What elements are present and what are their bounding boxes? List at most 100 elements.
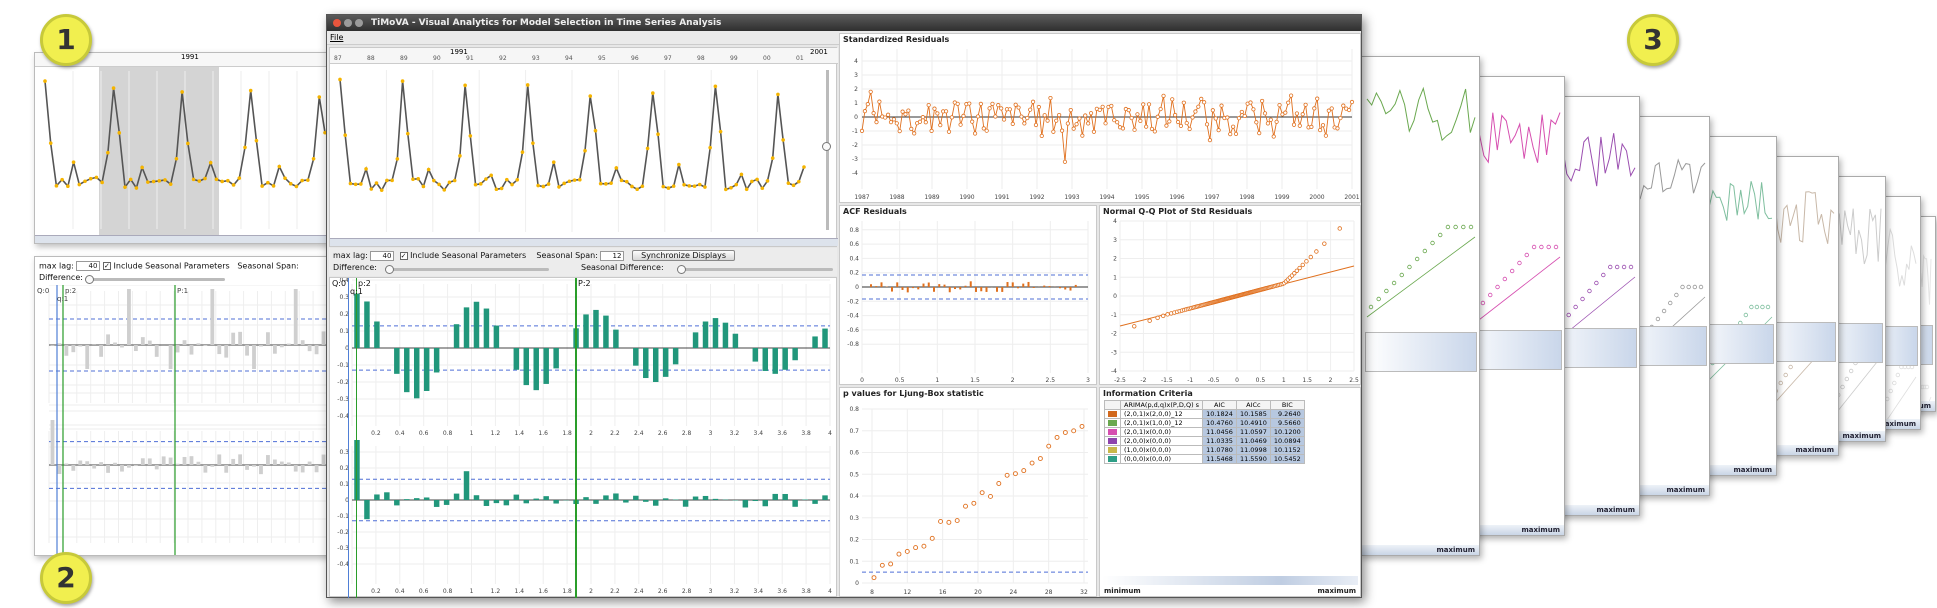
left-panel-scrollbar[interactable] (35, 235, 333, 243)
bar-33 (272, 459, 277, 465)
table-row[interactable]: (2,0,1)x(0,0,0) 11.0456 11.0597 10.1200 (1104, 427, 1305, 437)
residual-point (1225, 115, 1230, 120)
badge-1: 1 (40, 14, 92, 66)
residual-point (862, 109, 867, 114)
bar-42 (762, 348, 769, 371)
close-icon[interactable] (333, 19, 341, 27)
series-point (578, 177, 582, 182)
table-row[interactable]: (1,0,0)x(0,0,0) 11.0780 11.0998 10.1152 (1104, 445, 1305, 455)
maximize-icon[interactable] (355, 19, 363, 27)
synchronize-displays-button[interactable]: Synchronize Displays (632, 250, 736, 261)
seasonal-span-spinner[interactable]: 12 (600, 250, 625, 261)
y-tick-label: 0.2 (849, 270, 859, 277)
difference-slider[interactable] (385, 265, 549, 274)
y-tick-label: -1 (852, 128, 858, 135)
residual-point (967, 101, 972, 106)
x-tick-label: 2.5 (1349, 377, 1359, 384)
stacked-qq-point (1587, 288, 1592, 294)
ljung-box-point (1004, 472, 1010, 478)
table-row[interactable]: (2,0,1)x(1,0,0)_12 10.4760 10.4910 9.5660 (1104, 418, 1305, 428)
stacked-qq-point (1480, 300, 1486, 306)
qq-point (1165, 312, 1170, 317)
model-color-swatch (1104, 409, 1121, 419)
y-tick-label: -0.8 (847, 341, 859, 348)
x-tick-label: 1.4 (515, 588, 525, 595)
selection-line-P[interactable] (575, 278, 577, 598)
bar-17 (161, 456, 166, 465)
stacked-qq-point (1453, 224, 1458, 230)
residual-point (970, 119, 975, 124)
badge-3: 3 (1627, 14, 1679, 66)
series-point (692, 184, 697, 188)
series-point (640, 184, 645, 189)
residual-point (981, 126, 986, 131)
model-color-swatch (1104, 427, 1121, 437)
series-point (197, 179, 202, 183)
bar-39 (314, 465, 319, 473)
menu-file[interactable]: File (330, 33, 344, 42)
x-tick-label: 2.5 (1046, 377, 1056, 384)
bar-34 (279, 461, 284, 465)
x-tick-label: 2 (1329, 377, 1333, 384)
residual-point (1103, 121, 1108, 126)
x-tick-label: 2.4 (634, 430, 644, 437)
cell-aic: 11.0780 (1202, 445, 1237, 455)
timeseries-scrollbar[interactable] (330, 238, 838, 246)
stacked-model-view-1[interactable]: maximum (1360, 56, 1480, 556)
vertical-zoom-slider[interactable] (822, 70, 831, 230)
series-point (645, 146, 650, 151)
minimize-icon[interactable] (344, 19, 352, 27)
series-point (478, 182, 483, 186)
y-tick-label: 0.2 (339, 465, 349, 472)
residual-point (923, 120, 928, 125)
left-marker: p:2 (65, 287, 76, 295)
stacked-qq-point (1749, 304, 1754, 310)
series-point (744, 187, 749, 192)
x-tick-label: 3.4 (754, 588, 764, 595)
table-row[interactable]: (2,0,0)x(0,0,0) 11.0335 11.0469 10.0894 (1104, 436, 1305, 446)
series-point (708, 145, 712, 150)
residual-point (1028, 107, 1033, 112)
selection-line-q[interactable] (348, 278, 349, 598)
bar-36 (702, 321, 709, 348)
x-tick-label: 16 (939, 589, 947, 596)
qq-point (1155, 315, 1160, 321)
year-label-1991: 1991 (450, 48, 468, 56)
residual-point (1071, 126, 1076, 131)
series-point (557, 185, 561, 189)
table-row[interactable]: (2,0,1)x(2,0,0)_12 10.1824 10.1585 9.2640 (1104, 409, 1305, 419)
x-tick-label: 0.2 (371, 430, 381, 437)
series-point (226, 178, 230, 183)
residual-point (1135, 112, 1140, 117)
x-tick-label: -1 (1187, 377, 1193, 384)
include-seasonal-checkbox[interactable]: ✓ (399, 251, 408, 260)
max-lag-spinner[interactable]: 40 (370, 250, 395, 261)
left-max-lag-spinner[interactable]: 40 (76, 261, 101, 271)
seasonal-difference-slider[interactable] (677, 265, 833, 274)
stacked-qq-point (1502, 276, 1508, 282)
qq-point (1294, 268, 1300, 273)
x-tick-label: 20 (974, 589, 982, 596)
selection-line-p[interactable] (356, 278, 357, 598)
resid-acf-bar-5 (891, 287, 893, 292)
ljung-box-point (979, 490, 985, 496)
series-point (458, 154, 462, 158)
resid-acf-bar-28 (1011, 282, 1014, 287)
residual-point (1196, 104, 1201, 109)
cell-aicc: 11.0469 (1235, 436, 1271, 446)
left-include-seasonal-checkbox[interactable]: ✓ (102, 262, 111, 270)
series-point (283, 176, 287, 180)
residual-point (1146, 102, 1152, 107)
table-row[interactable]: (0,0,0)x(0,0,0) 11.5468 11.5590 10.5452 (1104, 454, 1305, 464)
stacked-legend-maximum: maximum (1611, 485, 1709, 495)
left-panel-selection[interactable] (99, 67, 219, 235)
bar-6 (404, 348, 410, 393)
x-tick-label: 1988 (889, 194, 904, 201)
bar-6 (404, 499, 410, 500)
left-difference-slider[interactable] (85, 275, 225, 284)
residual-point (1216, 128, 1221, 133)
series-point (88, 176, 93, 181)
series-point (651, 91, 655, 95)
ljung-box-point (904, 549, 910, 554)
